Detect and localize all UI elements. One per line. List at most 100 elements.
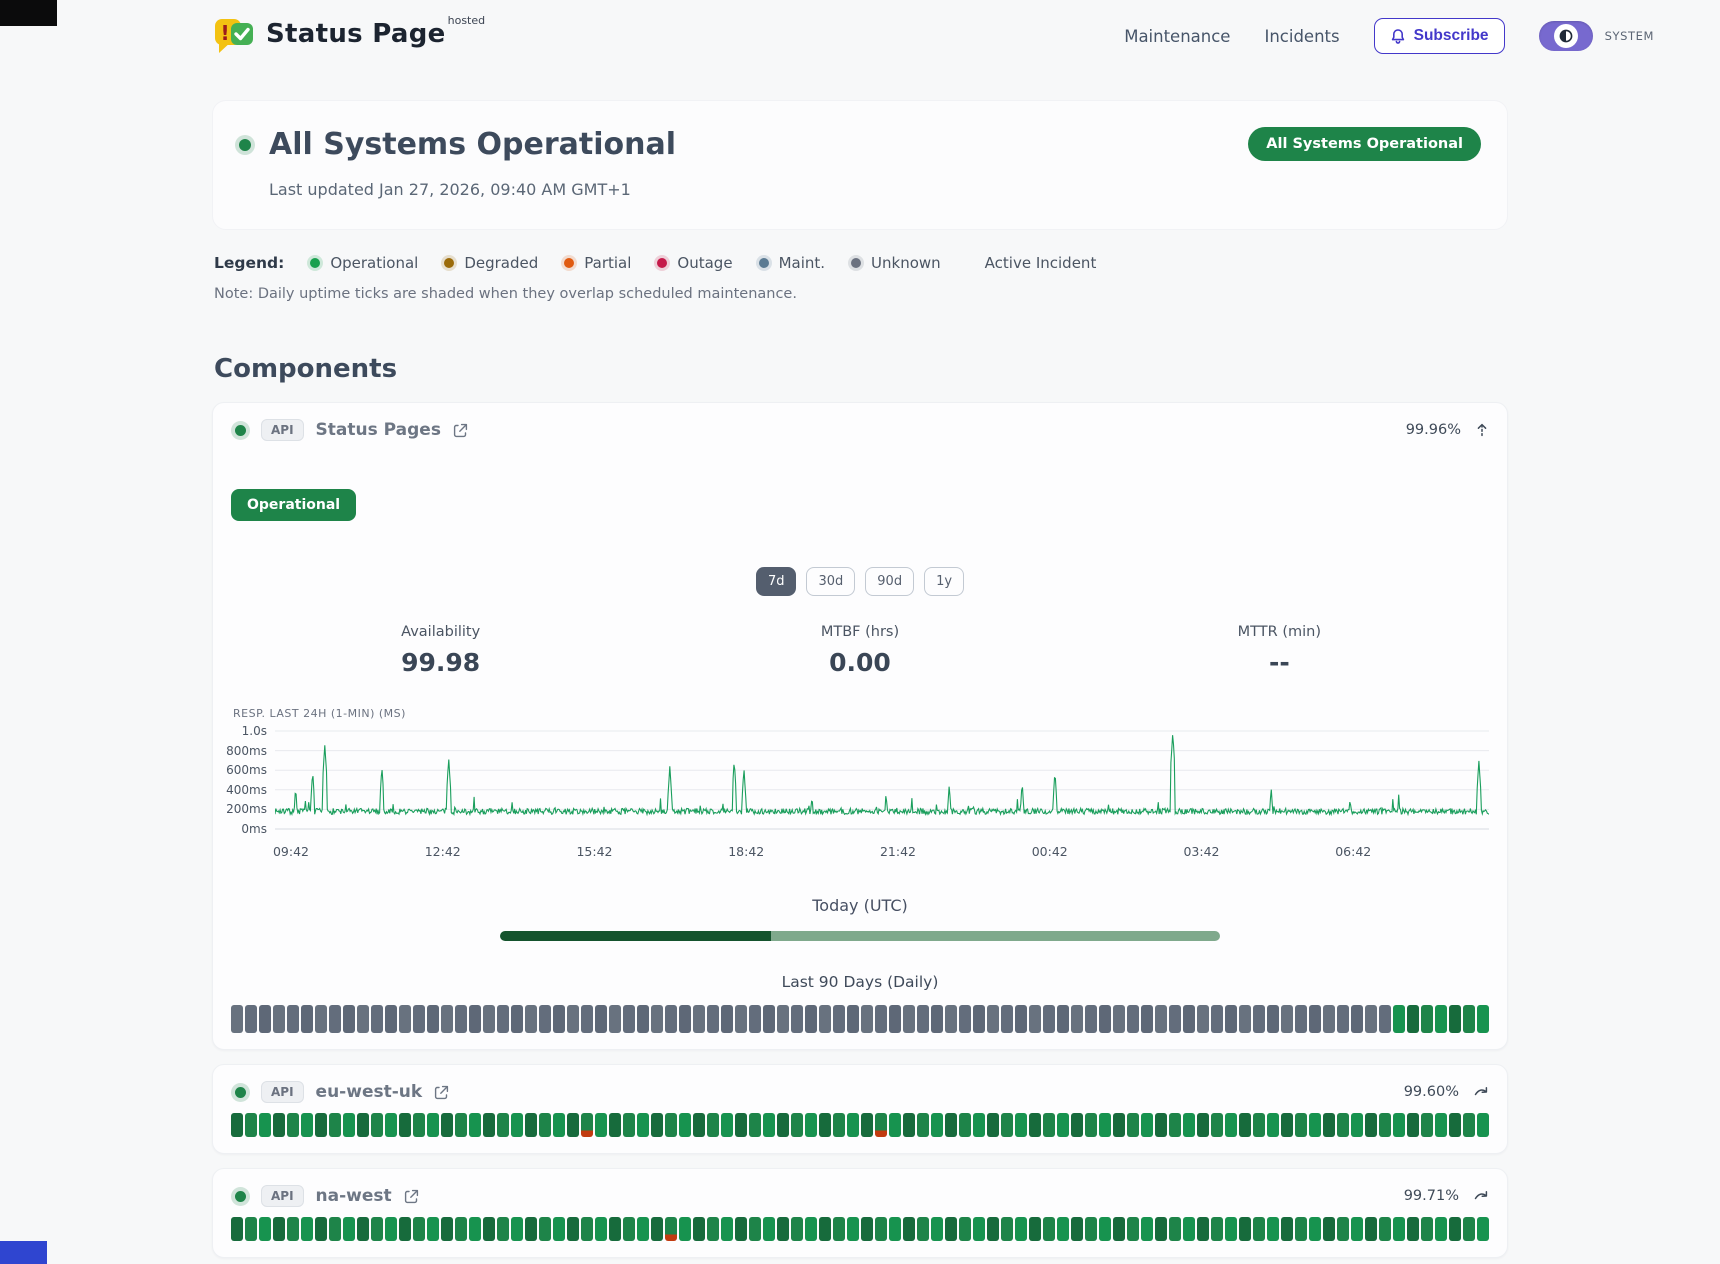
uptime-tick-unknown xyxy=(1309,1005,1321,1033)
uptime-tick-unknown xyxy=(343,1005,355,1033)
uptime-tick-operational xyxy=(581,1217,593,1241)
collapse-icon[interactable] xyxy=(1475,422,1489,438)
uptime-tick-operational xyxy=(1043,1113,1055,1137)
uptime-tick-operational xyxy=(1379,1217,1391,1241)
overall-status-dot xyxy=(239,138,251,151)
uptime-tick-operational xyxy=(511,1113,523,1137)
uptime-tick-operational xyxy=(1393,1113,1405,1137)
uptime-tick-unknown xyxy=(1337,1005,1349,1033)
bell-icon xyxy=(1390,28,1406,45)
uptime-tick-operational xyxy=(1351,1113,1363,1137)
nav-link-incidents[interactable]: Incidents xyxy=(1264,26,1340,46)
last-90-days-label: Last 90 Days (Daily) xyxy=(781,973,939,991)
external-link-icon[interactable] xyxy=(434,1085,449,1100)
uptime-tick-operational xyxy=(231,1217,243,1241)
uptime-tick-partial xyxy=(581,1113,593,1137)
stat-mttr-min-: MTTR (min) -- xyxy=(1070,624,1489,677)
range-button-90d[interactable]: 90d xyxy=(865,567,915,596)
uptime-tick-unknown xyxy=(385,1005,397,1033)
brand[interactable]: ! Status Page hosted xyxy=(212,13,485,59)
uptime-tick-operational xyxy=(553,1113,565,1137)
uptime-tick-operational xyxy=(1071,1113,1083,1137)
x-tick-label: 06:42 xyxy=(1335,844,1372,859)
component-card-na-west: API na-west 99.71% xyxy=(212,1168,1508,1258)
component-header[interactable]: API Status Pages 99.96% xyxy=(231,419,1489,441)
uptime-tick-operational xyxy=(1197,1217,1209,1241)
expand-icon[interactable] xyxy=(1473,1085,1489,1099)
uptime-tick-operational xyxy=(1253,1113,1265,1137)
uptime-tick-operational xyxy=(1351,1217,1363,1241)
legend-item-maint: Maint. xyxy=(758,254,826,272)
external-link-icon[interactable] xyxy=(404,1189,419,1204)
uptime-tick-operational xyxy=(1029,1113,1041,1137)
y-tick-label: 1.0s xyxy=(241,724,267,738)
uptime-tick-unknown xyxy=(595,1005,607,1033)
expand-icon[interactable] xyxy=(1473,1189,1489,1203)
uptime-tick-operational xyxy=(1057,1113,1069,1137)
legend-dot-icon xyxy=(564,258,575,268)
subscribe-button[interactable]: Subscribe xyxy=(1373,18,1505,54)
header: ! Status Page hosted Maintenance Incidents… xyxy=(0,0,1720,72)
uptime-tick-operational xyxy=(441,1113,453,1137)
range-button-30d[interactable]: 30d xyxy=(806,567,856,596)
uptime-tick-operational xyxy=(1015,1113,1027,1137)
uptime-tick-operational xyxy=(1127,1113,1139,1137)
uptime-tick-operational xyxy=(1267,1217,1279,1241)
legend-dot-icon xyxy=(851,258,862,268)
uptime-tick-unknown xyxy=(917,1005,929,1033)
uptime-tick-operational xyxy=(791,1113,803,1137)
uptime-tick-operational xyxy=(1365,1113,1377,1137)
range-button-1y[interactable]: 1y xyxy=(924,567,965,596)
uptime-tick-unknown xyxy=(1253,1005,1265,1033)
component-header[interactable]: API eu-west-uk 99.60% xyxy=(231,1081,1489,1103)
component-header[interactable]: API na-west 99.71% xyxy=(231,1185,1489,1207)
uptime-tick-operational xyxy=(1337,1217,1349,1241)
nav-link-maintenance[interactable]: Maintenance xyxy=(1124,26,1231,46)
uptime-tick-unknown xyxy=(1057,1005,1069,1033)
uptime-tick-operational xyxy=(1463,1005,1475,1033)
uptime-tick-unknown xyxy=(609,1005,621,1033)
uptime-tick-unknown xyxy=(623,1005,635,1033)
uptime-tick-unknown xyxy=(777,1005,789,1033)
uptime-tick-operational xyxy=(763,1113,775,1137)
uptime-tick-unknown xyxy=(1071,1005,1083,1033)
x-tick-label: 18:42 xyxy=(728,844,765,859)
uptime-tick-operational xyxy=(847,1217,859,1241)
theme-toggle[interactable] xyxy=(1538,21,1593,51)
brand-logo-icon: ! xyxy=(212,13,256,59)
uptime-tick-operational xyxy=(861,1217,873,1241)
uptime-tick-unknown xyxy=(441,1005,453,1033)
uptime-tick-operational xyxy=(1155,1113,1167,1137)
legend-label: Legend: xyxy=(214,254,285,272)
uptime-tick-unknown xyxy=(903,1005,915,1033)
uptime-tick-unknown xyxy=(679,1005,691,1033)
uptime-tick-operational xyxy=(315,1217,327,1241)
uptime-tick-operational xyxy=(245,1113,257,1137)
component-name: eu-west-uk xyxy=(315,1082,423,1102)
uptime-tick-unknown xyxy=(553,1005,565,1033)
uptime-tick-operational xyxy=(987,1217,999,1241)
uptime-tick-operational xyxy=(693,1217,705,1241)
range-button-7d[interactable]: 7d xyxy=(755,567,797,596)
uptime-tick-operational xyxy=(259,1217,271,1241)
uptime-tick-operational xyxy=(413,1113,425,1137)
legend-item-label: Maint. xyxy=(778,254,826,272)
chart-plot-area xyxy=(274,728,1490,836)
uptime-tick-operational xyxy=(1379,1113,1391,1137)
uptime-tick-operational xyxy=(861,1113,873,1137)
uptime-tick-operational xyxy=(357,1217,369,1241)
component-name: na-west xyxy=(315,1186,392,1206)
uptime-tick-unknown xyxy=(721,1005,733,1033)
legend-item-label: Outage xyxy=(677,254,733,272)
uptime-tick-unknown xyxy=(287,1005,299,1033)
uptime-tick-operational xyxy=(665,1113,677,1137)
uptime-tick-operational xyxy=(1281,1217,1293,1241)
uptime-tick-operational xyxy=(637,1217,649,1241)
uptime-tick-operational xyxy=(1071,1217,1083,1241)
external-link-icon[interactable] xyxy=(453,423,468,438)
uptime-tick-unknown xyxy=(1295,1005,1307,1033)
uptime-tick-operational xyxy=(231,1113,243,1137)
uptime-tick-unknown xyxy=(833,1005,845,1033)
uptime-tick-operational xyxy=(609,1113,621,1137)
uptime-tick-operational xyxy=(441,1217,453,1241)
